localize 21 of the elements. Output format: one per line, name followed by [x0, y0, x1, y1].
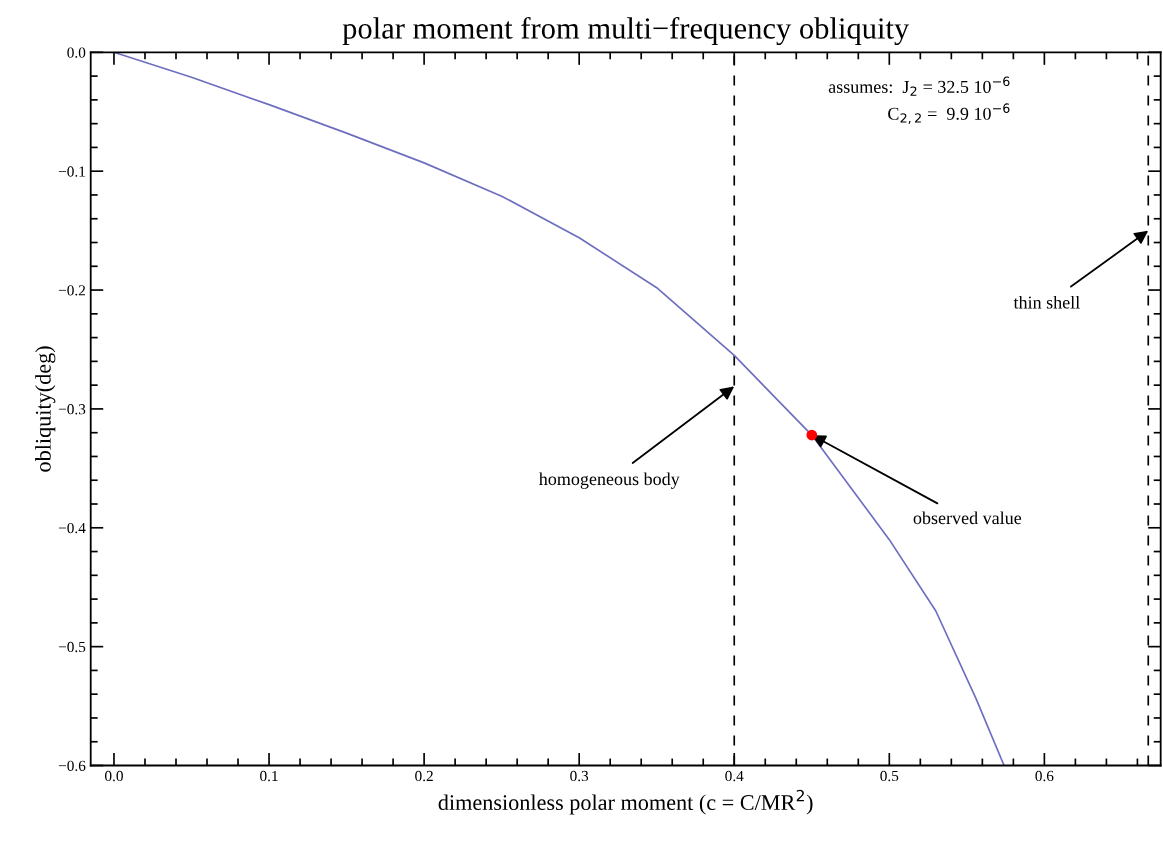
x-axis-title: dimensionless polar moment (c = C/MR$^{2}$): [438, 789, 813, 815]
y-tick-label: −0.1: [58, 166, 85, 177]
x-tick-label: 0.4: [725, 770, 744, 782]
x-tick-label: 0.1: [260, 770, 278, 782]
x-tick-label: 0.5: [880, 770, 899, 782]
x-tick-label: 0.3: [570, 770, 589, 782]
y-axis-title: obliquity(deg): [35, 346, 56, 472]
x-tick-label: 0.2: [415, 770, 433, 782]
y-tick-label: −0.5: [58, 641, 86, 653]
y-tick-label: −0.6: [58, 760, 86, 772]
y-tick-label: −0.2: [58, 285, 86, 296]
chart-title: polar moment from multi−frequency obliquity: [342, 16, 910, 46]
y-tick-label: 0.0: [67, 47, 86, 58]
annotation: homogeneous body: [538, 472, 680, 489]
x-tick-label: 0.6: [1035, 770, 1054, 782]
y-tick-label: −0.3: [58, 404, 86, 415]
x-tick-label: 0.0: [105, 770, 123, 782]
annotation: observed value: [913, 511, 1022, 525]
annotation: thin shell: [1013, 295, 1080, 309]
y-tick-label: −0.4: [58, 522, 86, 534]
text: assumes: J$_{2}$ = 32.5 10$^{−6}$ C$_{2,2}$ = 9.9 10$^{−6}$: [828, 76, 1010, 125]
